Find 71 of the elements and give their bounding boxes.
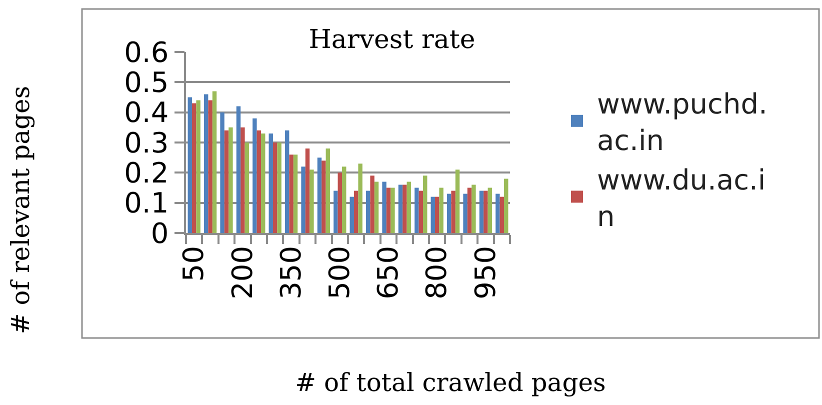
- bar: [455, 170, 460, 233]
- bar: [472, 184, 476, 233]
- bar: [338, 172, 342, 233]
- bar: [430, 196, 435, 233]
- chart-title: Harvest rate: [308, 25, 476, 56]
- x-tick-label: 50: [177, 246, 210, 282]
- bar: [406, 182, 412, 233]
- bar: [398, 184, 403, 233]
- bar: [358, 164, 362, 233]
- bar: [386, 188, 391, 233]
- bar: [240, 127, 245, 233]
- bar: [354, 190, 358, 233]
- bar: [370, 176, 374, 233]
- bar: [439, 188, 444, 233]
- bar: [256, 130, 262, 233]
- x-tick-label: 200: [226, 246, 259, 300]
- bar: [244, 142, 250, 233]
- x-tick-label: 950: [468, 246, 502, 300]
- bar: [317, 158, 322, 233]
- bar: [390, 188, 395, 233]
- bar: [382, 182, 386, 233]
- bar: [326, 148, 330, 233]
- bar: [212, 91, 217, 233]
- y-axis-title: # of relevant pages: [6, 86, 35, 334]
- bar: [322, 160, 326, 233]
- x-axis-title: # of total crawled pages: [295, 368, 606, 397]
- bar: [208, 100, 212, 233]
- bar: [228, 127, 233, 233]
- bar: [434, 196, 440, 233]
- x-tick-label: 800: [420, 246, 454, 300]
- bar: [402, 184, 407, 233]
- bar: [236, 106, 241, 233]
- bar: [293, 154, 298, 233]
- bar: [423, 176, 428, 233]
- bar: [220, 112, 224, 233]
- bar: [366, 190, 370, 233]
- legend-label: www.du.ac.in: [597, 163, 766, 233]
- x-tick-label: 500: [323, 246, 356, 300]
- bar: [342, 166, 346, 233]
- bar: [268, 133, 273, 233]
- bar: [463, 194, 468, 233]
- bar: [504, 178, 508, 233]
- bar: [301, 166, 306, 233]
- bar: [484, 190, 488, 233]
- bar: [272, 142, 278, 233]
- bar: [500, 196, 504, 233]
- bar: [496, 194, 500, 233]
- bar: [224, 130, 229, 233]
- bar: [334, 190, 338, 233]
- bar: [414, 188, 419, 233]
- bar: [418, 190, 424, 233]
- bar: [479, 190, 484, 233]
- bar: [261, 133, 266, 233]
- bar: [488, 188, 492, 233]
- bar: [284, 130, 290, 233]
- bar: [350, 196, 354, 233]
- bar: [446, 194, 452, 233]
- bar: [374, 182, 379, 233]
- bar: [196, 100, 200, 233]
- bar: [277, 142, 282, 233]
- bar: [289, 154, 294, 233]
- x-tick-label: 650: [372, 246, 405, 300]
- bar: [204, 94, 208, 233]
- bar: [305, 148, 310, 233]
- bar: [252, 118, 257, 233]
- bar: [192, 103, 196, 233]
- bar: [310, 170, 314, 233]
- bar: [467, 188, 472, 233]
- bar: [451, 190, 456, 233]
- x-tick-label: 350: [274, 246, 308, 300]
- bar: [188, 97, 192, 233]
